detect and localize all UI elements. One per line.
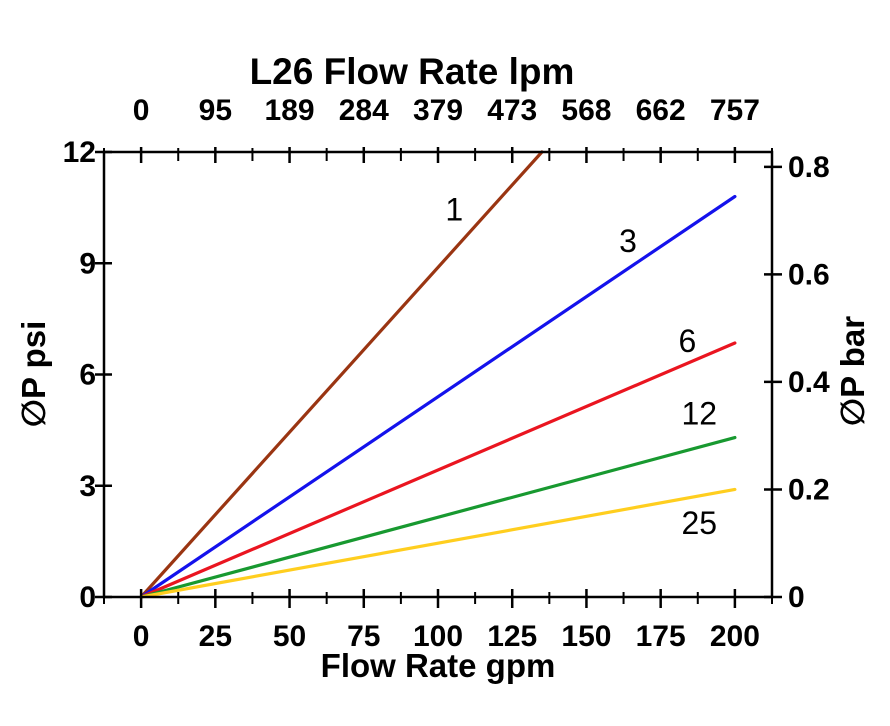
series-label-25: 25 — [681, 505, 717, 541]
left-tick-label-9: 9 — [79, 247, 96, 280]
series-label-12: 12 — [681, 395, 717, 431]
right-axis-label: ∅P bar — [834, 316, 871, 426]
series-label-6: 6 — [678, 323, 696, 359]
top-tick-label-757: 757 — [710, 94, 760, 127]
left-axis-label: ∅P psi — [15, 321, 52, 428]
series-label-1: 1 — [445, 191, 463, 227]
top-tick-label-662: 662 — [636, 94, 686, 127]
bottom-tick-label-200: 200 — [710, 620, 760, 653]
bottom-tick-label-50: 50 — [273, 620, 306, 653]
series-line-12 — [139, 435, 737, 599]
right-tick-label-0.6: 0.6 — [788, 258, 830, 291]
series-line-6 — [139, 341, 737, 599]
left-tick-label-0: 0 — [79, 581, 96, 614]
top-tick-label-189: 189 — [265, 94, 315, 127]
right-tick-label-0.4: 0.4 — [788, 366, 830, 399]
top-tick-label-0: 0 — [133, 94, 150, 127]
top-axis-title: L26 Flow Rate lpm — [250, 51, 575, 92]
top-tick-label-568: 568 — [561, 94, 611, 127]
series-label-3: 3 — [619, 223, 637, 259]
left-tick-label-3: 3 — [79, 470, 96, 503]
bottom-tick-label-150: 150 — [561, 620, 611, 653]
top-tick-label-473: 473 — [487, 94, 537, 127]
bottom-tick-label-75: 75 — [347, 620, 380, 653]
series-line-3 — [139, 194, 737, 599]
bottom-tick-label-175: 175 — [636, 620, 686, 653]
left-tick-label-12: 12 — [63, 136, 96, 169]
bottom-tick-label-0: 0 — [133, 620, 150, 653]
top-tick-label-379: 379 — [413, 94, 463, 127]
chart-generated-layer: 1 3 6 12 25 0 0 25 95 50 189 75 284 100 379 125 473 150 56… — [63, 94, 830, 653]
bottom-tick-label-25: 25 — [199, 620, 232, 653]
right-tick-label-0.8: 0.8 — [788, 151, 830, 184]
bottom-tick-label-100: 100 — [413, 620, 463, 653]
bottom-axis-label: Flow Rate gpm — [321, 647, 556, 684]
plot-frame — [102, 150, 774, 599]
right-tick-label-0: 0 — [788, 581, 805, 614]
top-tick-label-284: 284 — [339, 94, 389, 127]
series-line-25 — [139, 487, 737, 599]
bottom-tick-label-125: 125 — [487, 620, 537, 653]
top-tick-label-95: 95 — [199, 94, 232, 127]
right-tick-label-0.2: 0.2 — [788, 473, 830, 506]
left-tick-label-6: 6 — [79, 359, 96, 392]
series-line-1 — [139, 150, 544, 599]
